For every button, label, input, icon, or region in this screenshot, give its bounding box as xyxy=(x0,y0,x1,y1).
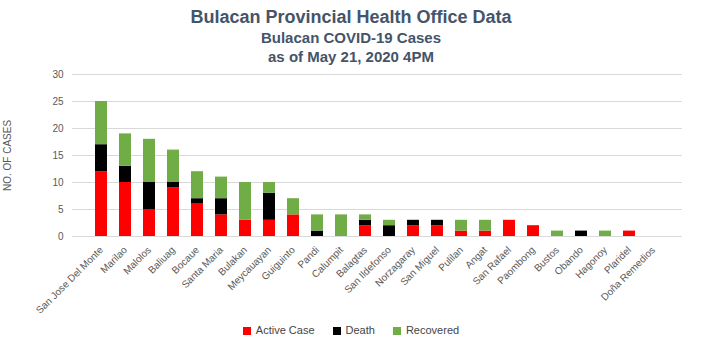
svg-text:Bocaue: Bocaue xyxy=(169,244,202,276)
html-text:Active Case: Active Case xyxy=(255,324,315,336)
html-text:as of May 21, 2020 4PM: as of May 21, 2020 4PM xyxy=(268,48,434,65)
svg-text:Balagtas: Balagtas xyxy=(333,244,370,280)
svg-text:10: 10 xyxy=(52,177,64,188)
html-text:Bulacan COVID-19 Cases: Bulacan COVID-19 Cases xyxy=(261,29,441,46)
svg-text:Doña Remedios: Doña Remedios xyxy=(599,244,657,302)
svg-text:Baliuag: Baliuag xyxy=(145,244,178,276)
svg-text:Paombong: Paombong xyxy=(495,244,537,286)
svg-text:Hagonoy: Hagonoy xyxy=(573,244,609,280)
svg-text:Calumpit: Calumpit xyxy=(309,244,346,280)
svg-text:Angat: Angat xyxy=(462,244,490,271)
svg-text:0: 0 xyxy=(58,231,64,242)
svg-text:San Ildefonso: San Ildefonso xyxy=(342,244,394,296)
svg-text:Pulilan: Pulilan xyxy=(436,244,465,273)
svg-text:Guiguinto: Guiguinto xyxy=(259,244,297,282)
svg-text:San Rafael: San Rafael xyxy=(470,244,514,287)
svg-text:5: 5 xyxy=(58,204,64,215)
html-text:Bulacan Provincial Health Offi: Bulacan Provincial Health Office Data xyxy=(190,7,512,27)
svg-text:Santa Maria: Santa Maria xyxy=(179,244,226,291)
svg-text:Obando: Obando xyxy=(552,244,586,278)
svg-text:25: 25 xyxy=(52,96,64,107)
svg-text:Bulakan: Bulakan xyxy=(215,244,250,278)
svg-text:20: 20 xyxy=(52,123,64,134)
svg-text:15: 15 xyxy=(52,150,64,161)
html-text:Recovered: Recovered xyxy=(405,324,460,336)
svg-text:Pandi: Pandi xyxy=(295,244,322,271)
html-text:Death: Death xyxy=(345,324,375,336)
svg-text:San Jose Del Monte: San Jose Del Monte xyxy=(34,244,106,316)
svg-text:Marilao: Marilao xyxy=(98,244,130,276)
svg-text:Bustos: Bustos xyxy=(531,244,562,274)
svg-text:30: 30 xyxy=(52,69,64,80)
svg-text:NO. OF CASES: NO. OF CASES xyxy=(2,120,13,191)
svg-text:Malolos: Malolos xyxy=(121,244,154,277)
svg-text:Plaridel: Plaridel xyxy=(601,244,634,276)
svg-text:Norzagaray: Norzagaray xyxy=(372,244,418,289)
svg-text:Meycauayan: Meycauayan xyxy=(225,244,274,293)
svg-text:San Miguel: San Miguel xyxy=(398,244,441,287)
